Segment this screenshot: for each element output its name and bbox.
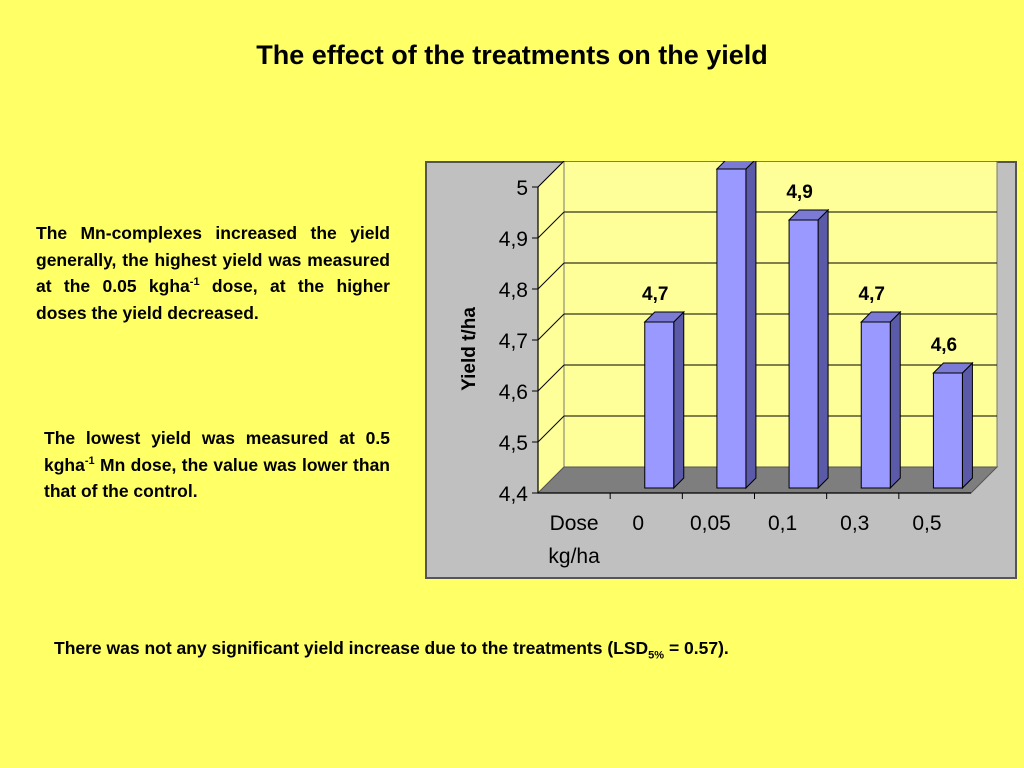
bar-side-face (889, 310, 901, 490)
paragraph2-superscript: -1 (84, 454, 95, 467)
x-tick-label: 0,05 (690, 512, 731, 535)
gridline-side (537, 313, 565, 341)
y-tick-label: 4,4 (499, 483, 529, 506)
bar-0,1 (787, 208, 830, 490)
paragraph1-text-b: dose, at the higher doses the yield decr… (36, 276, 390, 323)
bar-side-face (961, 361, 973, 490)
bar-0,05 (715, 161, 757, 490)
x-tick-label: 0,1 (768, 512, 797, 535)
bar-front-face (716, 168, 747, 489)
y-tick-label: 4,6 (499, 381, 528, 404)
gridline-side (537, 262, 565, 290)
bar-side-face (745, 161, 757, 490)
footer-text-a: There was not any significant yield incr… (54, 638, 649, 658)
footer-subscript: 5% (648, 649, 665, 662)
gridline-side (537, 211, 565, 239)
yield-chart-svg: 4,4 4,5 4,6 4,7 4,8 4,9 5 Yield t/ha Dose kg/ha 4,… (425, 161, 1017, 579)
footer-conclusion: There was not any significant yield incr… (54, 638, 729, 662)
bar-side-face (673, 310, 685, 490)
x-tick-label: 0,3 (840, 512, 869, 535)
bar-data-label: 4,6 (931, 335, 957, 356)
footer-text-b: = 0.57). (664, 638, 729, 658)
x-tick-label: 0,5 (912, 512, 941, 535)
plot-floor (536, 466, 999, 494)
gridline-side (537, 161, 565, 188)
bar-data-label: 4,7 (859, 284, 885, 305)
x-axis-title-dose: Dose (550, 512, 599, 535)
yield-chart: 4,4 4,5 4,6 4,7 4,8 4,9 5 Yield t/ha Dose kg/ha 4,… (425, 161, 1017, 579)
y-tick-label: 4,9 (499, 228, 528, 251)
y-tick-label: 4,8 (499, 279, 528, 302)
paragraph2-text-a: The lowest yield was measured at 0.5 kgh… (44, 428, 390, 475)
gridline-side (537, 415, 565, 443)
y-tick-label: 4,7 (499, 330, 528, 353)
bar-0,5 (932, 361, 974, 490)
x-tick-label: 0 (632, 512, 644, 535)
bar-front-face (788, 219, 819, 489)
bar-front-face (860, 321, 891, 489)
bar-0 (643, 310, 685, 490)
gridline-side (537, 364, 565, 392)
bar-data-label: 4,9 (786, 182, 812, 203)
paragraph1-superscript: -1 (189, 276, 200, 289)
bar-front-face (644, 321, 675, 489)
paragraph1-text-a: The Mn-complexes increased the yield gen… (36, 223, 390, 296)
y-tick-label: 4,5 (499, 432, 528, 455)
bar-data-label: 4,7 (642, 284, 668, 305)
paragraph2-text-b: Mn dose, the value was lower than that o… (44, 454, 390, 502)
slide-title: The effect of the treatments on the yiel… (256, 40, 768, 70)
bar-side-face (817, 208, 829, 490)
y-tick-label: 5 (516, 177, 528, 200)
bar-front-face (932, 372, 963, 489)
paragraph-lowest-yield: The lowest yield was measured at 0.5 kgh… (44, 425, 390, 505)
bar-0,3 (860, 310, 902, 490)
y-axis-title: Yield t/ha (459, 307, 480, 391)
paragraph-highest-yield: The Mn-complexes increased the yield gen… (36, 220, 390, 326)
x-axis-title-unit: kg/ha (548, 545, 600, 568)
